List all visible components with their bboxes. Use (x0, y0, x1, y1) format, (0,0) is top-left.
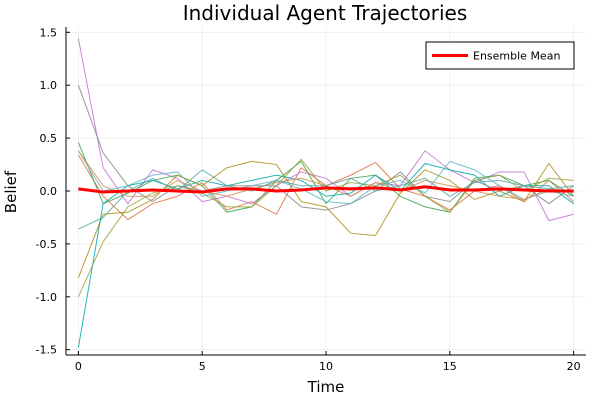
x-tick-label: 15 (443, 360, 457, 373)
y-tick-label: 1.5 (40, 26, 58, 39)
x-axis-label: Time (307, 378, 345, 396)
agent-trajectory-line-6 (77, 85, 574, 211)
y-axis-label: Belief (2, 170, 20, 213)
agent-trajectory-line-3 (77, 142, 574, 213)
agent-trajectory-line-8 (77, 150, 574, 205)
y-tick-label: 1.0 (40, 79, 58, 92)
x-tick-label: 0 (75, 360, 82, 373)
agent-trajectory-line-10 (78, 169, 574, 230)
legend-label-ensemble-mean: Ensemble Mean (473, 50, 560, 63)
x-tick-label: 5 (199, 360, 206, 373)
series-layer (77, 38, 575, 348)
x-tick-label: 10 (319, 360, 333, 373)
agent-trajectory-line-2 (77, 38, 574, 222)
y-tick-label: 0.5 (40, 132, 58, 145)
ensemble-mean-line (78, 185, 574, 194)
y-tick-label: -1.0 (36, 291, 57, 304)
chart-title: Individual Agent Trajectories (183, 1, 468, 25)
axes: 0 5 10 15 20 -1.5 -1.0 -0.5 0.0 0.5 1.0 1.5 (36, 26, 586, 373)
y-tick-label: -1.5 (36, 344, 57, 357)
y-tick-label: 0.0 (40, 185, 58, 198)
x-tick-label: 20 (567, 360, 581, 373)
legend: Ensemble Mean (425, 41, 575, 70)
y-tick-label: -0.5 (36, 238, 57, 251)
